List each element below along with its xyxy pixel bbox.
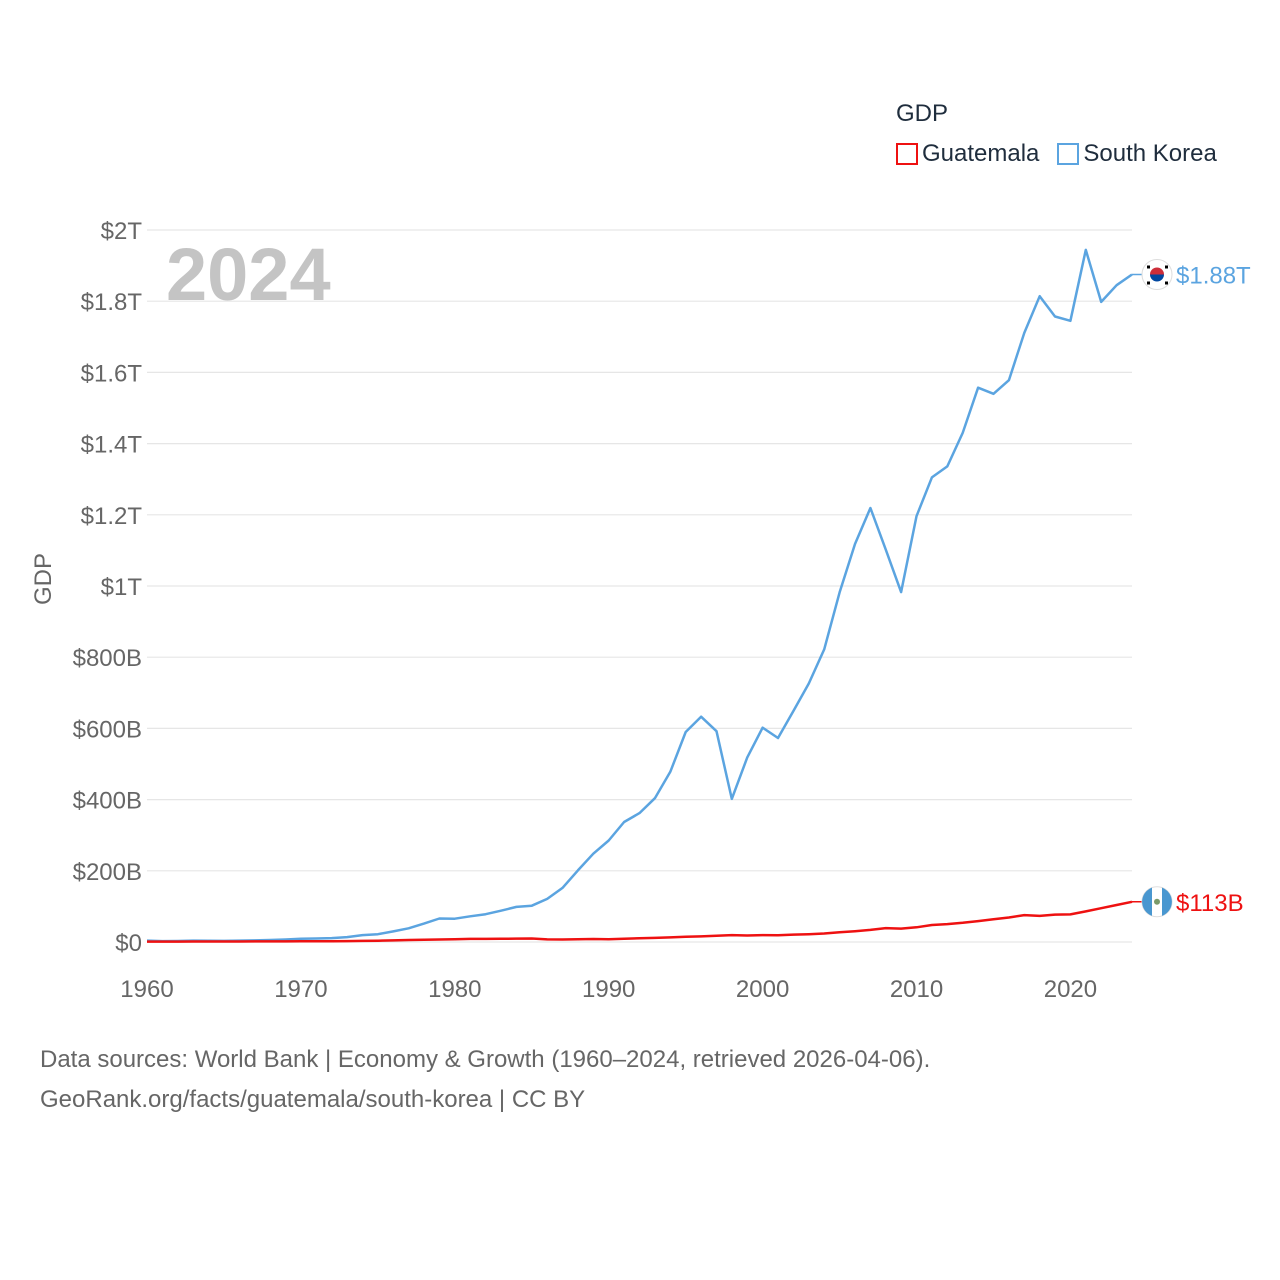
year-watermark: 2024 bbox=[166, 233, 331, 316]
series-line-south-korea[interactable] bbox=[146, 248, 1133, 943]
legend-label-south-korea: South Korea bbox=[1083, 140, 1217, 167]
legend-swatch-south-korea bbox=[1057, 143, 1080, 165]
y-tick-label: $600B bbox=[73, 716, 142, 743]
y-tick-label: $200B bbox=[73, 859, 142, 886]
y-tick-label: $2T bbox=[101, 218, 143, 245]
y-axis-ticks: $0 $200B $400B $600B $800B $1T $1.2T $1.4T $1.6T… bbox=[73, 218, 143, 957]
legend: GDP Guatemala South Korea bbox=[896, 100, 1217, 168]
x-tick-label: 1980 bbox=[428, 976, 481, 1003]
y-tick-label: $1T bbox=[101, 574, 143, 601]
x-tick-label: 1970 bbox=[274, 976, 327, 1003]
x-tick-label: 1960 bbox=[120, 976, 173, 1003]
y-tick-label: $400B bbox=[73, 788, 142, 815]
legend-swatch-guatemala bbox=[896, 143, 918, 165]
x-tick-label: 2000 bbox=[736, 976, 789, 1003]
y-tick-label: $1.4T bbox=[81, 432, 143, 459]
x-axis-ticks: 1960 1970 1980 1990 2000 2010 2020 bbox=[120, 976, 1097, 1003]
y-axis-label: GDP bbox=[30, 553, 57, 605]
legend-items: Guatemala South Korea bbox=[896, 140, 1217, 168]
y-tick-label: $1.2T bbox=[81, 503, 143, 530]
series-line-guatemala[interactable] bbox=[147, 900, 1133, 943]
series-end-markers: $1.88T $113B bbox=[1132, 259, 1251, 918]
sources-line-1: Data sources: World Bank | Economy & Gro… bbox=[40, 1046, 931, 1073]
y-tick-label: $1.6T bbox=[81, 360, 143, 387]
x-tick-label: 2010 bbox=[890, 976, 943, 1003]
end-value-label-guatemala: $113B bbox=[1176, 890, 1244, 917]
legend-item-south-korea[interactable]: South Korea bbox=[1057, 140, 1217, 168]
end-value-label-south-korea: $1.88T bbox=[1176, 263, 1251, 290]
legend-title: GDP bbox=[896, 100, 949, 127]
flag-icon-south-korea bbox=[1141, 259, 1173, 290]
legend-item-guatemala[interactable]: Guatemala bbox=[896, 140, 1039, 168]
x-tick-label: 1990 bbox=[582, 976, 635, 1003]
sources-line-2[interactable]: GeoRank.org/facts/guatemala/south-korea … bbox=[40, 1086, 586, 1113]
y-tick-label: $0 bbox=[115, 930, 142, 957]
y-tick-label: $1.8T bbox=[81, 289, 143, 316]
data-sources-note: Data sources: World Bank | Economy & Gro… bbox=[40, 1040, 930, 1120]
flag-icon-guatemala bbox=[1141, 886, 1173, 918]
legend-label-guatemala: Guatemala bbox=[922, 140, 1040, 167]
series-lines bbox=[146, 248, 1133, 943]
x-tick-label: 2020 bbox=[1044, 976, 1097, 1003]
y-tick-label: $800B bbox=[73, 645, 142, 672]
gridlines bbox=[147, 229, 1132, 943]
